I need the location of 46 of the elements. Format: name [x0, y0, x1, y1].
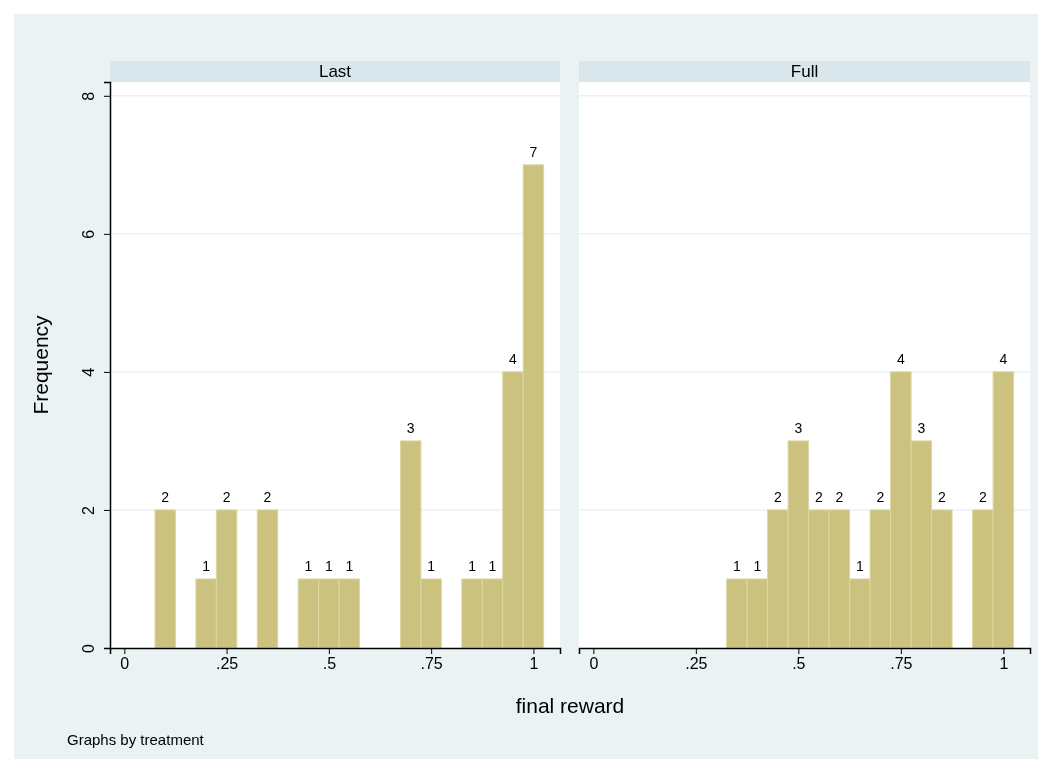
data-label: 4 — [509, 350, 518, 367]
x-axis-title: final reward — [515, 694, 625, 717]
data-label: 3 — [917, 419, 926, 436]
chart-title: Full — [790, 62, 819, 81]
y-tick-label: 4 — [80, 367, 97, 377]
data-label: 2 — [937, 488, 946, 505]
x-tick-label: 0 — [120, 655, 130, 673]
data-label: 1 — [202, 557, 211, 574]
data-label: 1 — [488, 557, 497, 574]
data-label: 2 — [835, 488, 844, 505]
data-label: 1 — [304, 557, 313, 574]
x-tick-label: .25 — [215, 655, 239, 673]
data-label: 1 — [732, 557, 741, 574]
text: Graphs by treatment — [67, 731, 205, 748]
x-tick-label: .5 — [322, 655, 337, 673]
data-label: 2 — [222, 488, 231, 505]
data-label: 1 — [427, 557, 436, 574]
data-label: 3 — [794, 419, 803, 436]
y-axis-title: Frequency — [29, 314, 52, 415]
data-label: 2 — [161, 488, 170, 505]
x-tick-label: .25 — [685, 655, 708, 673]
y-tick-label: 0 — [80, 643, 97, 653]
x-tick-label: .5 — [792, 655, 806, 673]
data-label: 4 — [896, 350, 905, 367]
chart-title: Last — [318, 62, 352, 81]
data-label: 2 — [773, 488, 782, 505]
x-tick-label: 0 — [589, 655, 599, 673]
data-label: 1 — [855, 557, 864, 574]
data-label: 2 — [876, 488, 885, 505]
y-tick-label: 6 — [80, 229, 97, 239]
data-label: 7 — [529, 143, 538, 160]
x-tick-label: .75 — [890, 655, 913, 673]
data-label: 1 — [753, 557, 762, 574]
data-label: 1 — [468, 557, 477, 574]
x-tick-label: 1 — [999, 655, 1009, 673]
y-tick-label: 2 — [80, 505, 97, 515]
x-tick-label: .75 — [420, 655, 443, 673]
data-label: 2 — [978, 488, 987, 505]
x-tick-label: 1 — [529, 655, 539, 673]
data-label: 2 — [814, 488, 823, 505]
data-label: 1 — [345, 557, 354, 574]
data-label: 2 — [263, 488, 272, 505]
data-label: 3 — [406, 419, 415, 436]
y-tick-label: 8 — [80, 91, 97, 101]
data-label: 1 — [324, 557, 333, 574]
data-label: 4 — [999, 350, 1008, 367]
